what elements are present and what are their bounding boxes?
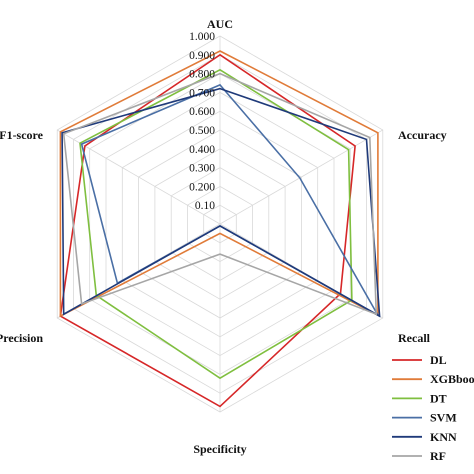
series-dt <box>79 68 353 380</box>
legend-label-dl: DL <box>430 353 447 367</box>
tick-label: 0.800 <box>189 69 215 81</box>
series-rf <box>62 72 378 316</box>
tick-label: 0.600 <box>189 106 215 118</box>
axis-label-precision: Precision <box>0 331 43 345</box>
tick-label: 0.500 <box>189 125 215 137</box>
legend-label-dt: DT <box>430 391 447 405</box>
axis-label-specificity: Specificity <box>193 442 246 456</box>
tick-label: 0.900 <box>189 50 215 62</box>
series-knn <box>61 87 381 318</box>
tick-label: 0.400 <box>189 144 215 156</box>
axis-label-auc: AUC <box>207 17 233 31</box>
tick-label: 0.10 <box>195 200 215 212</box>
series-dl <box>59 53 356 408</box>
tick-label: 1.000 <box>189 31 215 43</box>
tick-label: 0.300 <box>189 163 215 175</box>
axis-label-f1-score: F1-score <box>0 128 44 142</box>
legend-label-rf: RF <box>430 449 446 463</box>
series-xgbboost <box>59 50 379 318</box>
axis-labels: AUC Accuracy Recall Specificity Precision F1-… <box>0 17 447 456</box>
axis-label-accuracy: Accuracy <box>398 128 447 142</box>
legend-label-svm: SVM <box>430 411 457 425</box>
axis-label-recall: Recall <box>398 331 431 345</box>
tick-label: 0.200 <box>189 181 215 193</box>
radar-series <box>59 50 381 408</box>
legend: DL XGBboost DT SVM KNN RF <box>392 353 474 463</box>
legend-label-knn: KNN <box>430 430 457 444</box>
tick-label: 0.700 <box>189 87 215 99</box>
tick-labels: 0.10 0.200 0.300 0.400 0.500 0.600 0.700 0.800 0… <box>189 31 215 212</box>
legend-label-xgbboost: XGBboost <box>430 372 474 386</box>
